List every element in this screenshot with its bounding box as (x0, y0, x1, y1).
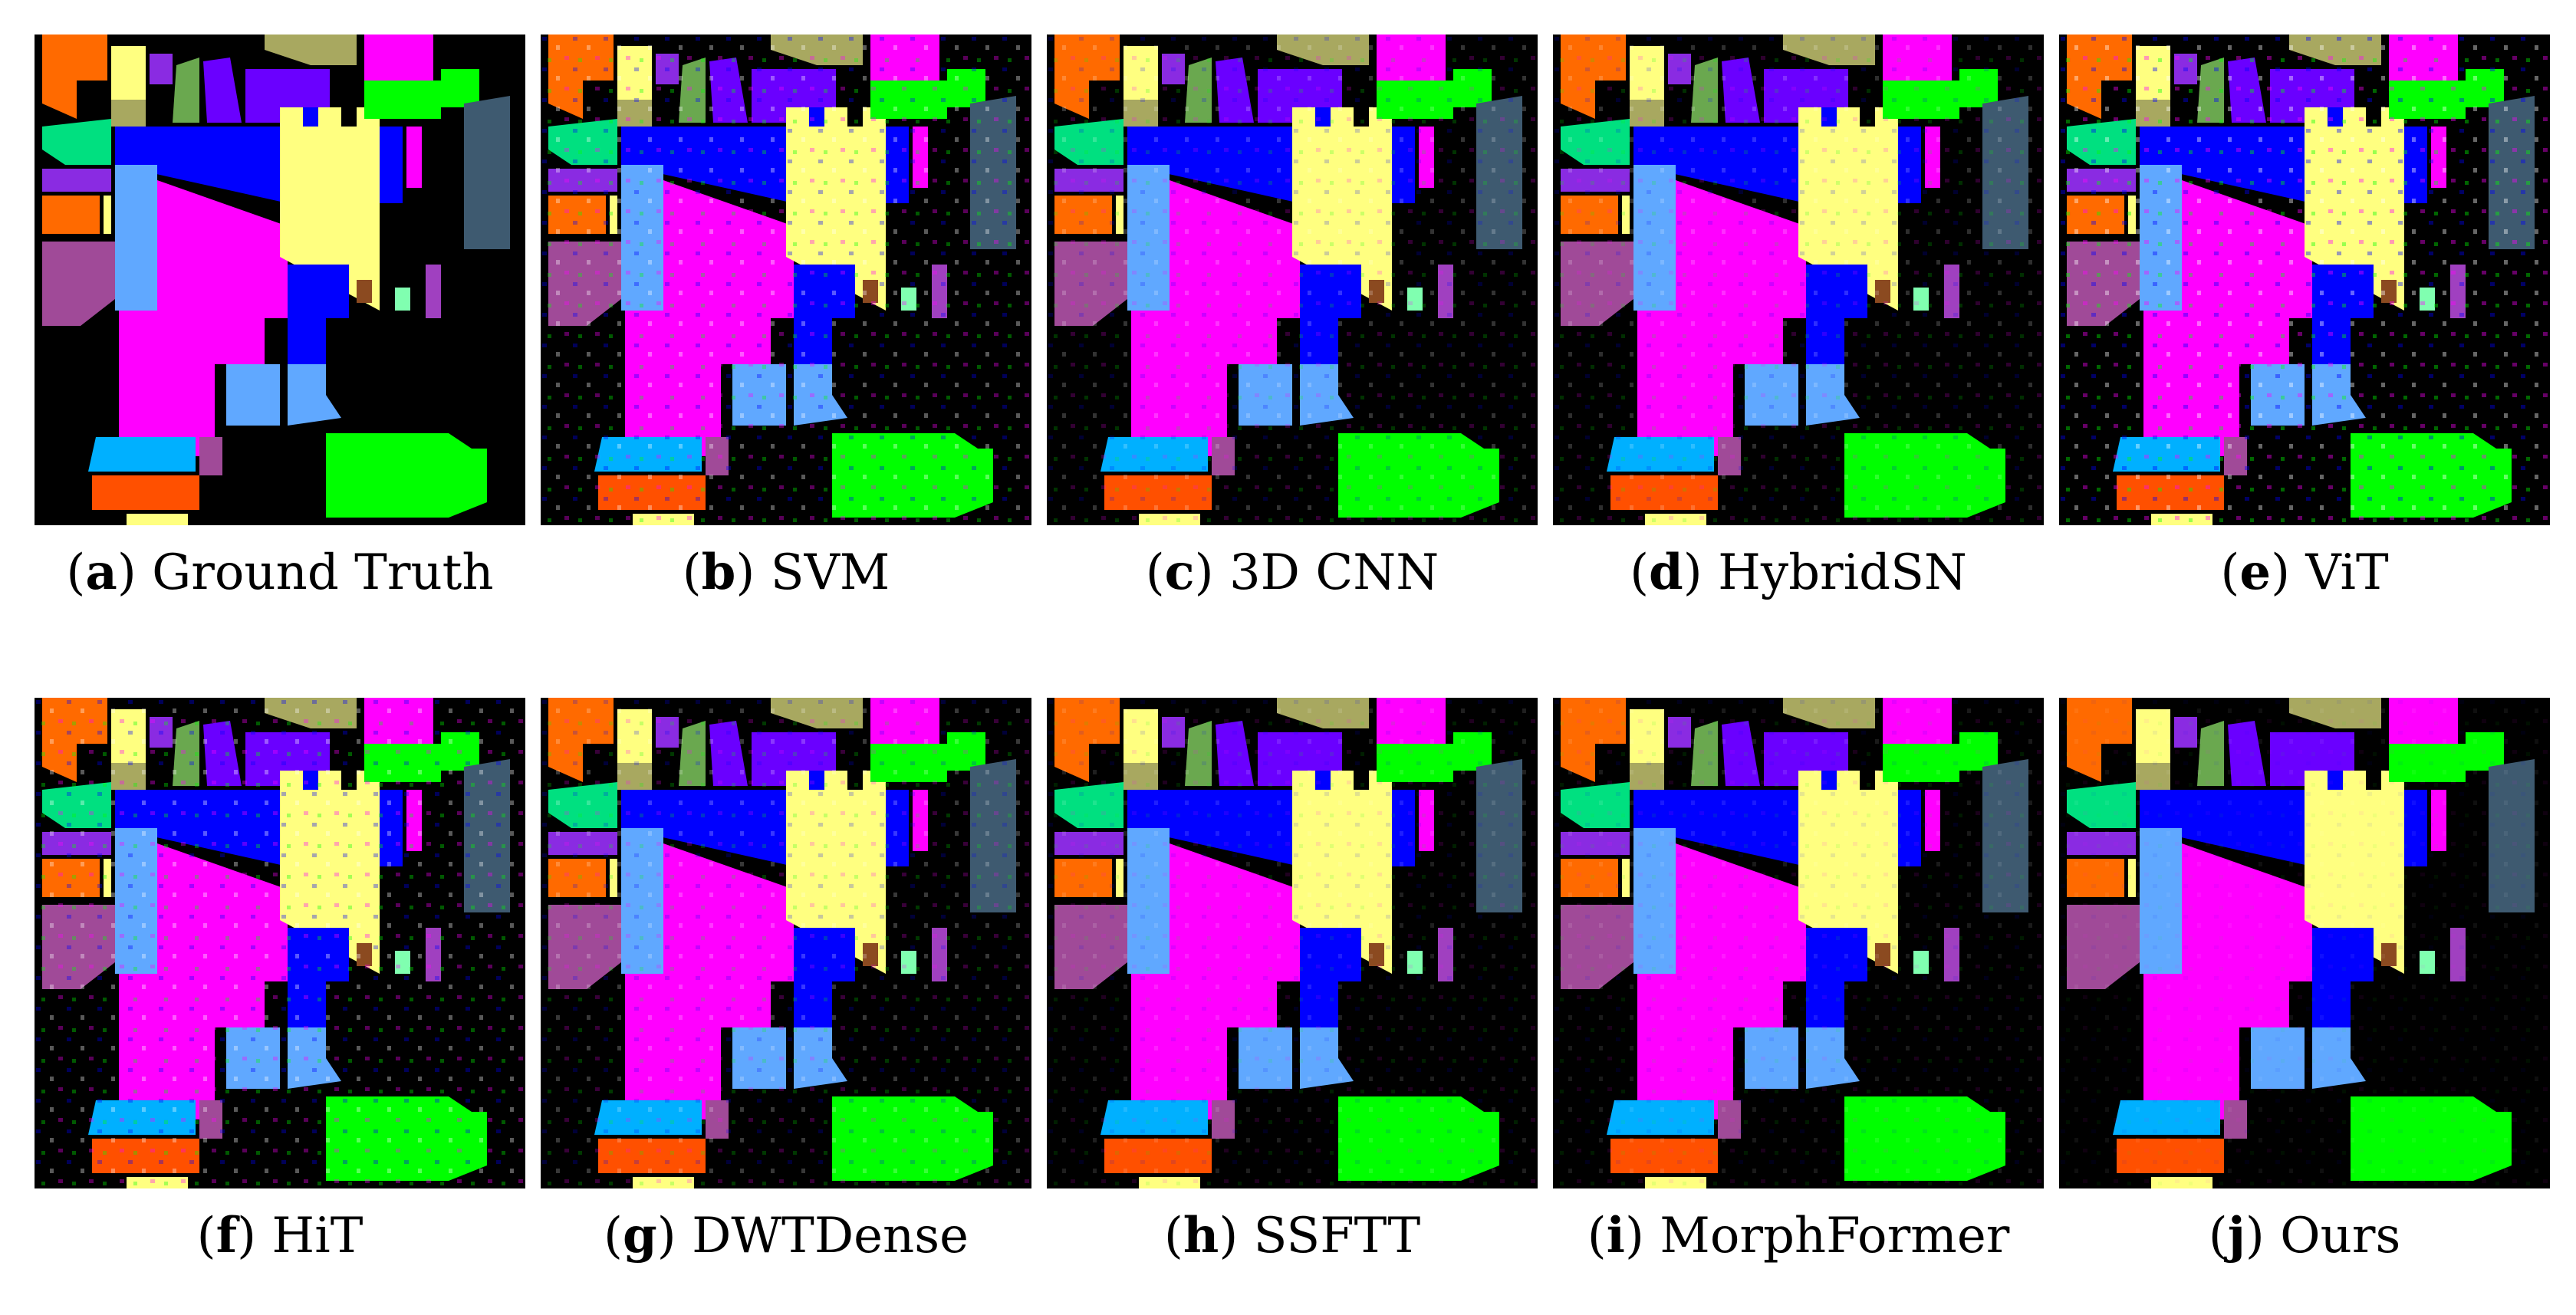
caption-g: (g) DWTDense (604, 1207, 969, 1264)
caption-j: (j) Ours (2208, 1207, 2401, 1264)
caption-c: (c) 3D CNN (1145, 544, 1439, 601)
map-hit (35, 698, 525, 1188)
caption-b: (b) SVM (682, 544, 890, 601)
map-hybridsn (1553, 35, 2044, 525)
map-3d-cnn (1047, 35, 1538, 525)
caption-h: (h) SSFTT (1163, 1207, 1421, 1264)
caption-f: (f) HiT (196, 1207, 364, 1264)
caption-a: (a) Ground Truth (66, 544, 494, 601)
panel-h: (h) SSFTT (1047, 698, 1538, 1261)
map-morphformer (1553, 698, 2044, 1188)
panel-g: (g) DWTDense (541, 698, 1031, 1261)
map-ground-truth (35, 35, 525, 525)
map-ssftt (1047, 698, 1538, 1188)
caption-i: (i) MorphFormer (1587, 1207, 2010, 1264)
map-ours (2059, 698, 2550, 1188)
caption-e: (e) ViT (2220, 544, 2389, 601)
panel-d: (d) HybridSN (1553, 35, 2044, 597)
panel-j: (j) Ours (2059, 698, 2550, 1261)
caption-d: (d) HybridSN (1630, 544, 1967, 601)
map-svm (541, 35, 1031, 525)
panel-e: (e) ViT (2059, 35, 2550, 597)
panel-i: (i) MorphFormer (1553, 698, 2044, 1261)
map-dwtdense (541, 698, 1031, 1188)
panel-c: (c) 3D CNN (1047, 35, 1538, 597)
panel-a: (a) Ground Truth (35, 35, 525, 597)
panel-f: (f) HiT (35, 698, 525, 1261)
map-vit (2059, 35, 2550, 525)
panel-b: (b) SVM (541, 35, 1031, 597)
